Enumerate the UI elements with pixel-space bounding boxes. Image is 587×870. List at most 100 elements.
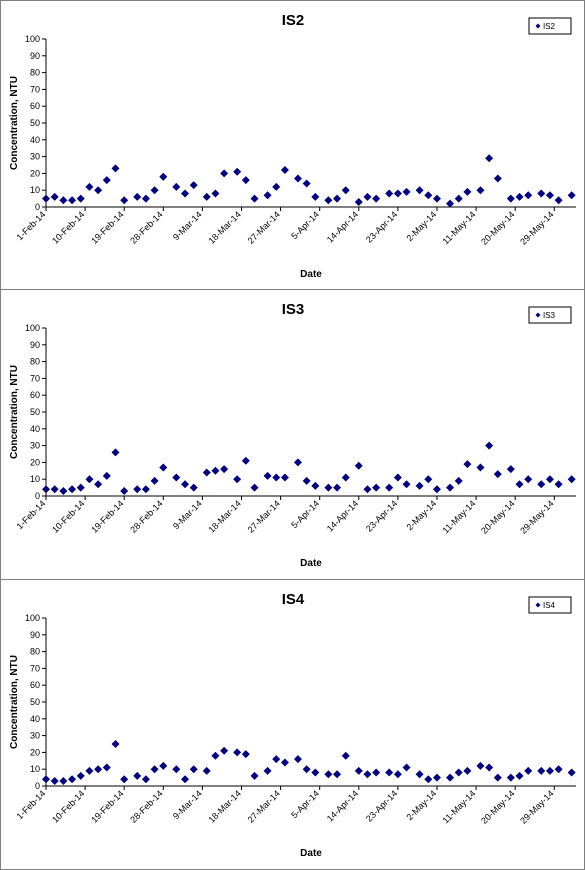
data-point [554,196,563,205]
data-point [354,766,363,775]
data-point [324,196,333,205]
data-point [263,191,272,200]
x-axis-label: Date [300,269,322,280]
data-point [111,740,120,748]
data-point [476,761,485,770]
data-point [50,776,59,785]
data-point [454,194,463,203]
data-point [341,186,350,195]
data-point [493,174,502,183]
x-tick-label: 11-May-14 [440,498,477,535]
x-tick-label: 19-Feb-14 [89,788,125,824]
x-tick-label: 5-Apr-14 [289,788,321,820]
data-point [172,182,181,191]
data-point [363,192,372,201]
x-tick-label: 28-Feb-14 [128,209,164,245]
data-point [68,196,77,205]
legend: IS2 [528,17,572,35]
legend-label: IS4 [543,601,556,610]
data-point [311,192,320,201]
data-point [415,186,424,195]
data-point [324,483,333,492]
y-axis-label: Concentration, NTU [9,76,20,170]
y-tick-label: 10 [30,185,40,195]
data-point [446,483,455,492]
data-point [372,194,381,203]
legend-label: IS2 [543,22,556,31]
chart-panel-is4: IS4 0 10 20 30 40 50 60 70 80 90 100 1-Feb-14 10-Feb-… [0,579,585,870]
data-point [454,768,463,777]
data-point [545,766,554,775]
legend-box [528,17,572,35]
x-tick-label: 18-Mar-14 [206,209,242,245]
data-point [524,191,533,200]
y-tick-label: 60 [30,101,40,111]
data-point [402,480,411,489]
y-axis-ticks: 0 10 20 30 40 50 60 70 80 90 100 [25,34,46,212]
y-tick-label: 50 [30,697,40,707]
y-tick-label: 50 [30,407,40,417]
data-point [567,191,576,200]
legend-box [528,596,572,614]
data-point [415,481,424,490]
legend-label: IS3 [543,311,556,320]
x-tick-label: 5-Apr-14 [289,209,321,241]
data-point [233,475,242,484]
data-point [554,765,563,774]
data-point [50,192,59,201]
data-point [515,771,524,780]
data-point [363,485,372,494]
y-tick-label: 80 [30,357,40,367]
data-point [280,166,289,175]
data-point [515,480,524,489]
x-tick-label: 9-Mar-14 [171,788,204,821]
data-point [202,192,211,201]
x-tick-label: 9-Mar-14 [171,498,204,531]
data-point [293,755,302,764]
data-point [463,766,472,775]
data-point [524,475,533,484]
data-point [341,473,350,482]
data-point [393,770,402,779]
data-point [120,486,129,495]
data-point [485,154,494,163]
legend-marker [535,602,541,608]
data-point [293,458,302,467]
data-point [159,761,168,770]
data-point [102,471,111,480]
x-tick-label: 29-May-14 [518,498,555,535]
data-point [424,191,433,200]
y-tick-label: 0 [35,202,40,212]
x-tick-label: 23-Apr-14 [364,788,399,823]
data-point [76,483,85,492]
data-point [385,189,394,198]
legend: IS3 [528,306,572,324]
data-point [220,169,229,178]
data-point [476,463,485,472]
data-point [302,765,311,774]
y-tick-label: 30 [30,731,40,741]
x-tick-label: 20-May-14 [479,788,516,825]
data-point [59,196,68,205]
y-tick-label: 70 [30,373,40,383]
data-point [506,194,515,203]
data-point [181,189,190,198]
y-tick-label: 60 [30,680,40,690]
data-point [211,751,220,760]
data-point [102,176,111,185]
data-point [233,167,242,176]
data-point [463,460,472,469]
y-tick-label: 20 [30,168,40,178]
y-tick-label: 70 [30,663,40,673]
y-tick-label: 50 [30,118,40,128]
data-points [42,740,576,785]
x-tick-label: 10-Feb-14 [50,498,86,534]
data-point [263,471,272,480]
data-point [272,755,281,764]
x-axis-ticks: 1-Feb-14 10-Feb-14 19-Feb-14 28-Feb-14 9-Mar… [15,207,556,247]
x-tick-label: 27-Mar-14 [246,209,282,245]
y-tick-label: 20 [30,457,40,467]
chart-panel-is3: IS3 0 10 20 30 40 50 60 70 80 90 100 1-Feb-14 10-Feb-… [0,289,585,580]
data-point [446,773,455,782]
data-point [85,475,94,484]
